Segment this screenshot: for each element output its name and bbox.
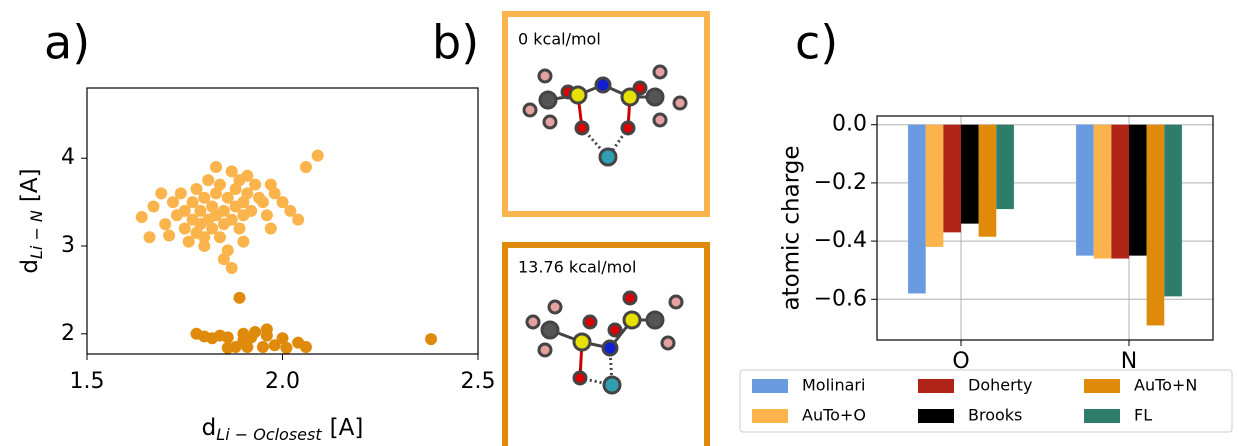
scatter-point [257,341,269,353]
axis-label-subscript: Li − N [27,210,46,259]
molecule [527,292,682,393]
y-tick-label: 4 [61,145,75,170]
y-tick-label: 0.0 [832,112,867,137]
scatter-point [155,187,167,199]
panel-label: b) [432,16,479,70]
x-tick-label: 2.5 [461,369,496,394]
scatter-point [198,231,210,243]
axis-label: atomic charge [779,145,805,310]
legend-swatch [1084,379,1120,393]
scatter-point [312,150,324,162]
scatter-point [222,342,234,354]
scatter-point [292,214,304,226]
legend-label: AuTo+N [1134,376,1197,395]
axis-label-base: d [17,259,43,274]
scatter-point [237,236,249,248]
panel-label: c) [795,16,838,70]
bar [996,125,1014,209]
axis-label: dLi − Oclosest [A] [202,415,364,444]
legend-label: AuTo+O [802,406,866,425]
axis-label-unit: [A] [330,415,364,441]
scatter-point [261,323,273,335]
scatter-point [261,209,273,221]
bar [1111,125,1129,259]
scatter-point [210,161,222,173]
bar [979,125,997,237]
energy-label: 13.76 kcal/mol [518,258,636,277]
scatter-point [136,211,148,223]
y-tick-label: −0.2 [814,170,867,195]
scatter-point [300,341,312,353]
axis-label-base: d [202,415,217,441]
axis-label: dLi − N [A] [17,168,46,273]
scatter-point [222,331,234,343]
scatter-point [147,201,159,213]
axis-label-unit: [A] [17,168,43,202]
legend-swatch [918,379,954,393]
scatter-point [249,326,261,338]
legend-label: Doherty [968,376,1032,395]
legend-swatch [752,379,788,393]
panel-label: a) [44,16,90,70]
scatter-point [237,334,249,346]
scatter-point [175,187,187,199]
axis-label-subscript: Li − Oclosest [216,425,322,444]
y-tick-label: 2 [61,321,75,346]
scatter-point [163,229,175,241]
y-tick-label: 3 [61,233,75,258]
scatter-point [233,222,245,234]
y-tick-label: −0.4 [814,228,867,253]
bar [1164,125,1182,297]
bar [1094,125,1112,259]
structure-panel: 0 kcal/mol 13.76 kcal/mol [505,14,707,446]
legend-swatch [752,409,788,423]
scatter-point [300,161,312,173]
scatter-point [245,205,257,217]
scatter-point [202,174,214,186]
legend-label: Molinari [802,376,865,395]
scatter-point [280,342,292,354]
legend-label: Brooks [968,406,1022,425]
scatter-point [144,231,156,243]
bar [1076,125,1094,256]
y-tick-label: −0.6 [814,286,867,311]
scatter-point [257,196,269,208]
scatter-point [425,333,437,345]
bar [926,125,944,247]
bar [961,125,979,224]
scatter-point [159,218,171,230]
energy-label: 0 kcal/mol [518,30,601,49]
scatter-point [265,222,277,234]
x-tick-label: 1.5 [70,369,105,394]
bar [908,125,926,294]
bar [943,125,961,233]
scatter-point [233,292,245,304]
legend-swatch [1084,409,1120,423]
legend-label: FL [1134,406,1152,425]
figure: a) b) c) 0 kcal/mol 13.76 kcal/mol [0,0,1238,446]
bar [1129,125,1147,256]
scatter-point [214,179,226,191]
scatter-point [214,231,226,243]
scatter-point [218,253,230,265]
scatter-point [249,179,261,191]
legend-swatch [918,409,954,423]
x-tick-label: 2.0 [265,369,300,394]
molecule [524,66,686,165]
bar [1147,125,1165,326]
